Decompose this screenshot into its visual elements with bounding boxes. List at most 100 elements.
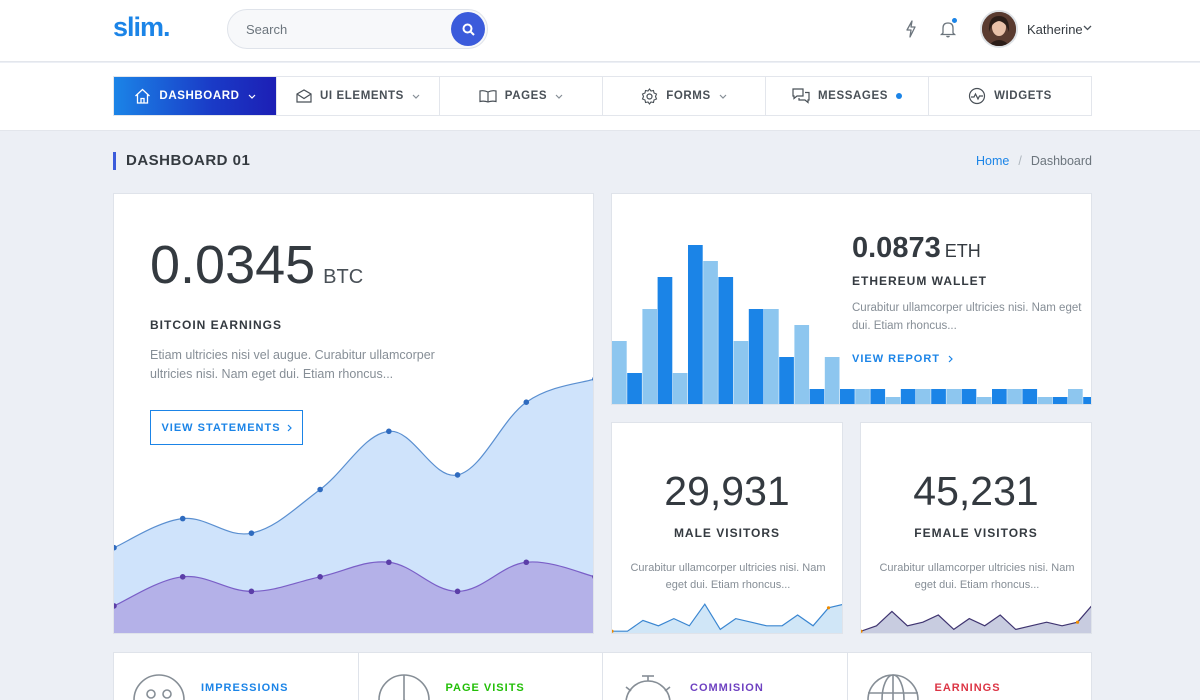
eth-bar [976,397,992,404]
stats-row: IMPRESSIONS PAGE VISITS COMMISION EARNIN… [113,652,1092,700]
area-series-1-point [179,574,186,580]
eth-bar [1037,397,1053,404]
nav-dashboard[interactable]: DASHBOARD [114,77,277,115]
breadcrumb: Home / Dashboard [976,154,1092,168]
area-series-0-point [179,515,186,522]
eth-bar [612,341,627,404]
eth-value-wrap: 0.0873 ETH [852,232,981,265]
stat-page-visits[interactable]: PAGE VISITS [359,653,603,700]
sparkline-fill [861,606,1091,633]
eth-bar [870,389,886,404]
nav-label: FORMS [666,90,711,102]
view-report-link[interactable]: VIEW REPORT [852,353,953,365]
user-name[interactable]: Katherine [1027,22,1083,37]
eth-bar [748,309,764,404]
sparkline-line [861,605,1091,632]
eth-bar [885,397,901,404]
eth-bar [1052,397,1068,404]
notification-dot [951,17,958,24]
area-series-0-point [454,472,461,478]
view-statements-button[interactable]: VIEW STATEMENTS [150,410,303,445]
nav-label: DASHBOARD [159,90,240,102]
chevron-down-icon[interactable] [1083,25,1092,31]
search-input[interactable] [246,10,446,48]
eth-bar [703,261,718,404]
eth-description: Curabitur ullamcorper ultricies nisi. Na… [852,302,1082,332]
btc-value: 0.0345 [150,235,316,295]
nav-label: UI ELEMENTS [320,90,404,102]
eth-bar [657,277,673,404]
female-visitors-value: 45,231 [913,468,1039,514]
eth-bar [627,373,642,404]
area-series-1-fill [114,561,593,633]
area-series-1-point [523,559,530,566]
stat-impressions[interactable]: IMPRESSIONS [114,653,359,700]
eth-bar [688,245,703,404]
chevron-down-icon [248,94,256,99]
eth-bar [992,389,1007,404]
area-series-0-point [317,486,323,493]
btc-label: BITCOIN EARNINGS [150,318,283,332]
search-button[interactable] [451,12,485,46]
area-series-0-fill [114,379,593,633]
sparkline-fill [612,604,842,633]
nav-forms[interactable]: FORMS [603,77,766,115]
eth-bar [809,389,825,404]
female-visitors-sparkline [861,605,1091,633]
search-box [227,9,488,49]
pulse-circle-icon [968,87,986,105]
avatar[interactable] [980,10,1018,48]
eth-bar [961,389,977,404]
stopwatch-icon [625,675,671,700]
stat-commision[interactable]: COMMISION [603,653,848,700]
nav-pages[interactable]: PAGES [440,77,603,115]
area-series-0-point [114,544,117,551]
stat-label: EARNINGS [934,682,1001,694]
nav-messages[interactable]: MESSAGES [766,77,929,115]
view-statements-label: VIEW STATEMENTS [161,421,281,434]
female-visitors-description: Curabitur ullamcorper ultricies nisi. Na… [879,562,1075,591]
sparkline-point [1075,620,1080,624]
area-series-0-point [386,428,392,435]
eth-bar [672,373,688,404]
breadcrumb-current: Dashboard [1030,154,1092,168]
ethereum-bar-chart [612,245,1091,404]
breadcrumb-home-link[interactable]: Home [976,154,1010,168]
bitcoin-earnings-card: 0.0345 BTC BITCOIN EARNINGS Etiam ultrici… [113,193,594,634]
eth-bar [718,277,734,404]
globe-icon [866,674,919,700]
breadcrumb-separator: / [1018,154,1022,168]
stat-earnings[interactable]: EARNINGS [848,653,1092,700]
area-series-0-point [248,530,255,536]
chat-bubbles-icon [792,88,810,104]
eth-bar [916,389,931,404]
eth-bar [764,309,779,404]
nav-ui-elements[interactable]: UI ELEMENTS [277,77,440,115]
eth-bar [1068,389,1083,404]
btc-unit: BTC [323,266,364,288]
book-open-icon [479,90,497,103]
nav-widgets[interactable]: WIDGETS [929,77,1091,115]
lightning-icon[interactable] [901,18,921,40]
chevron-right-icon [948,355,953,363]
chart-face-icon [133,674,185,700]
eth-bar [733,341,749,404]
search-icon [462,23,475,36]
pie-chart-icon [377,674,430,700]
eth-bar [1007,389,1022,404]
area-series-1-line [114,561,593,607]
eth-unit: ETH [944,241,981,261]
main-nav-bar: DASHBOARD UI ELEMENTS PAGES FORMS MESSAG… [0,63,1200,131]
sparkline-point [612,629,614,633]
stat-label: COMMISION [690,682,764,694]
eth-bar [946,389,962,404]
page-title: DASHBOARD 01 [113,152,250,170]
gear-icon [642,87,658,105]
area-series-1-point [248,588,255,595]
chevron-right-icon [287,424,292,431]
male-visitors-label: MALE VISITORS [673,526,781,540]
area-series-0-point [592,376,593,381]
nav-label: PAGES [504,90,548,102]
logo[interactable]: slim. [113,12,171,42]
bell-icon[interactable] [938,17,958,40]
